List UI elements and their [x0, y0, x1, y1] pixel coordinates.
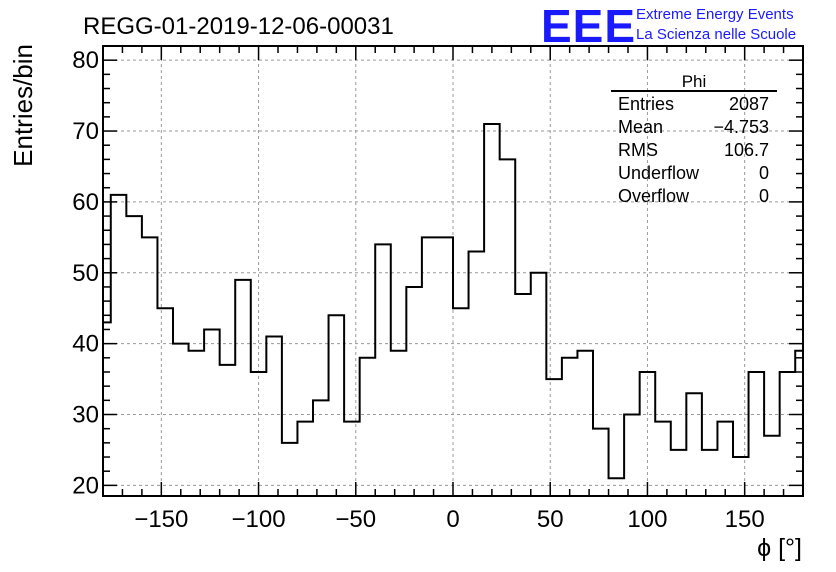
histogram-bin — [609, 478, 625, 496]
histogram-bin — [103, 322, 111, 496]
histogram-bin — [375, 244, 391, 496]
histogram-bin — [391, 351, 407, 496]
eee-logo: EEE Extreme Energy Events La Scienza nel… — [541, 0, 796, 52]
histogram-bin — [111, 195, 127, 496]
histogram-bin — [546, 379, 562, 496]
histogram-bin — [422, 237, 438, 496]
x-tick-label: 100 — [627, 506, 667, 533]
x-tick-labels: −150 −100 −50 0 50 100 150 — [134, 506, 764, 533]
histogram-bin — [702, 450, 718, 496]
stats-row: Mean −4.753 — [618, 117, 769, 137]
stats-label: Overflow — [618, 186, 690, 206]
stats-row: Entries 2087 — [618, 94, 769, 114]
x-tick-label: −50 — [335, 506, 376, 533]
histogram-bin — [593, 429, 609, 496]
histogram-bin — [406, 287, 422, 496]
histogram-bin — [686, 393, 702, 496]
histogram-bin — [126, 216, 142, 496]
y-axis-label: Entries/bin — [8, 44, 38, 167]
histogram-bin — [173, 344, 189, 496]
y-tick-labels: 20 30 40 50 60 70 80 — [72, 47, 99, 499]
logo-line-1: Extreme Energy Events — [636, 6, 794, 23]
histogram-bin — [764, 436, 780, 496]
y-tick-label: 70 — [72, 118, 99, 145]
stats-value: 106.7 — [724, 140, 769, 160]
histogram-bin — [344, 422, 360, 496]
grid-lines — [103, 46, 803, 496]
histogram-bin — [531, 273, 547, 496]
histogram-bin — [220, 365, 236, 496]
eee-logo-mark: EEE — [541, 0, 636, 52]
histogram-bin — [515, 294, 531, 496]
x-tick-label: 50 — [537, 506, 564, 533]
plot-title: REGG-01-2019-12-06-00031 — [83, 13, 394, 40]
stats-value: 0 — [759, 186, 769, 206]
histogram-bin — [297, 422, 313, 496]
histogram-bin — [577, 351, 593, 496]
histogram-bin — [671, 450, 687, 496]
histogram-bin — [749, 372, 765, 496]
histogram-bin — [266, 337, 282, 496]
stats-box-title: Phi — [682, 72, 707, 91]
histogram-bin — [360, 358, 376, 496]
stats-label: RMS — [618, 140, 658, 160]
stats-label: Mean — [618, 117, 663, 137]
stats-value: −4.753 — [713, 117, 769, 137]
histogram-bin — [235, 280, 251, 496]
histogram-bin — [157, 308, 173, 496]
histogram-bin — [733, 457, 749, 496]
histogram-bin — [500, 159, 516, 496]
histogram-bin — [437, 237, 453, 496]
histogram-bin — [329, 315, 345, 496]
histogram-bin — [189, 351, 205, 496]
y-tick-label: 80 — [72, 47, 99, 74]
x-tick-label: 150 — [725, 506, 765, 533]
histogram-outline — [102, 122, 804, 496]
histogram-bin — [142, 237, 158, 496]
histogram-bin — [453, 308, 469, 496]
stats-label: Underflow — [618, 163, 700, 183]
histogram-bin — [204, 329, 220, 496]
y-tick-label: 40 — [72, 331, 99, 358]
stats-row: Underflow 0 — [618, 163, 769, 183]
stats-box: Phi Entries 2087 Mean −4.753 RMS 106.7 U… — [611, 72, 777, 206]
x-tick-label: −150 — [134, 506, 188, 533]
histogram-bin — [562, 358, 578, 496]
stats-value: 2087 — [729, 94, 769, 114]
stats-row: RMS 106.7 — [618, 140, 769, 160]
y-tick-label: 20 — [72, 472, 99, 499]
histogram-bin — [624, 415, 640, 496]
histogram-bin — [484, 124, 500, 496]
histogram-bin — [282, 443, 298, 496]
y-tick-label: 30 — [72, 402, 99, 429]
y-tick-label: 50 — [72, 260, 99, 287]
stats-row: Overflow 0 — [618, 186, 769, 206]
stats-label: Entries — [618, 94, 674, 114]
y-tick-label: 60 — [72, 189, 99, 216]
histogram-bin — [655, 422, 671, 496]
x-axis-label: ϕ [°] — [757, 534, 802, 562]
logo-line-2: La Scienza nelle Scuole — [636, 26, 796, 43]
stats-value: 0 — [759, 163, 769, 183]
x-tick-label: 0 — [446, 506, 459, 533]
histogram-bin — [717, 422, 733, 496]
x-tick-label: −100 — [232, 506, 286, 533]
histogram-bin — [469, 252, 485, 496]
axis-ticks — [102, 45, 804, 496]
histogram-bin — [780, 372, 796, 496]
